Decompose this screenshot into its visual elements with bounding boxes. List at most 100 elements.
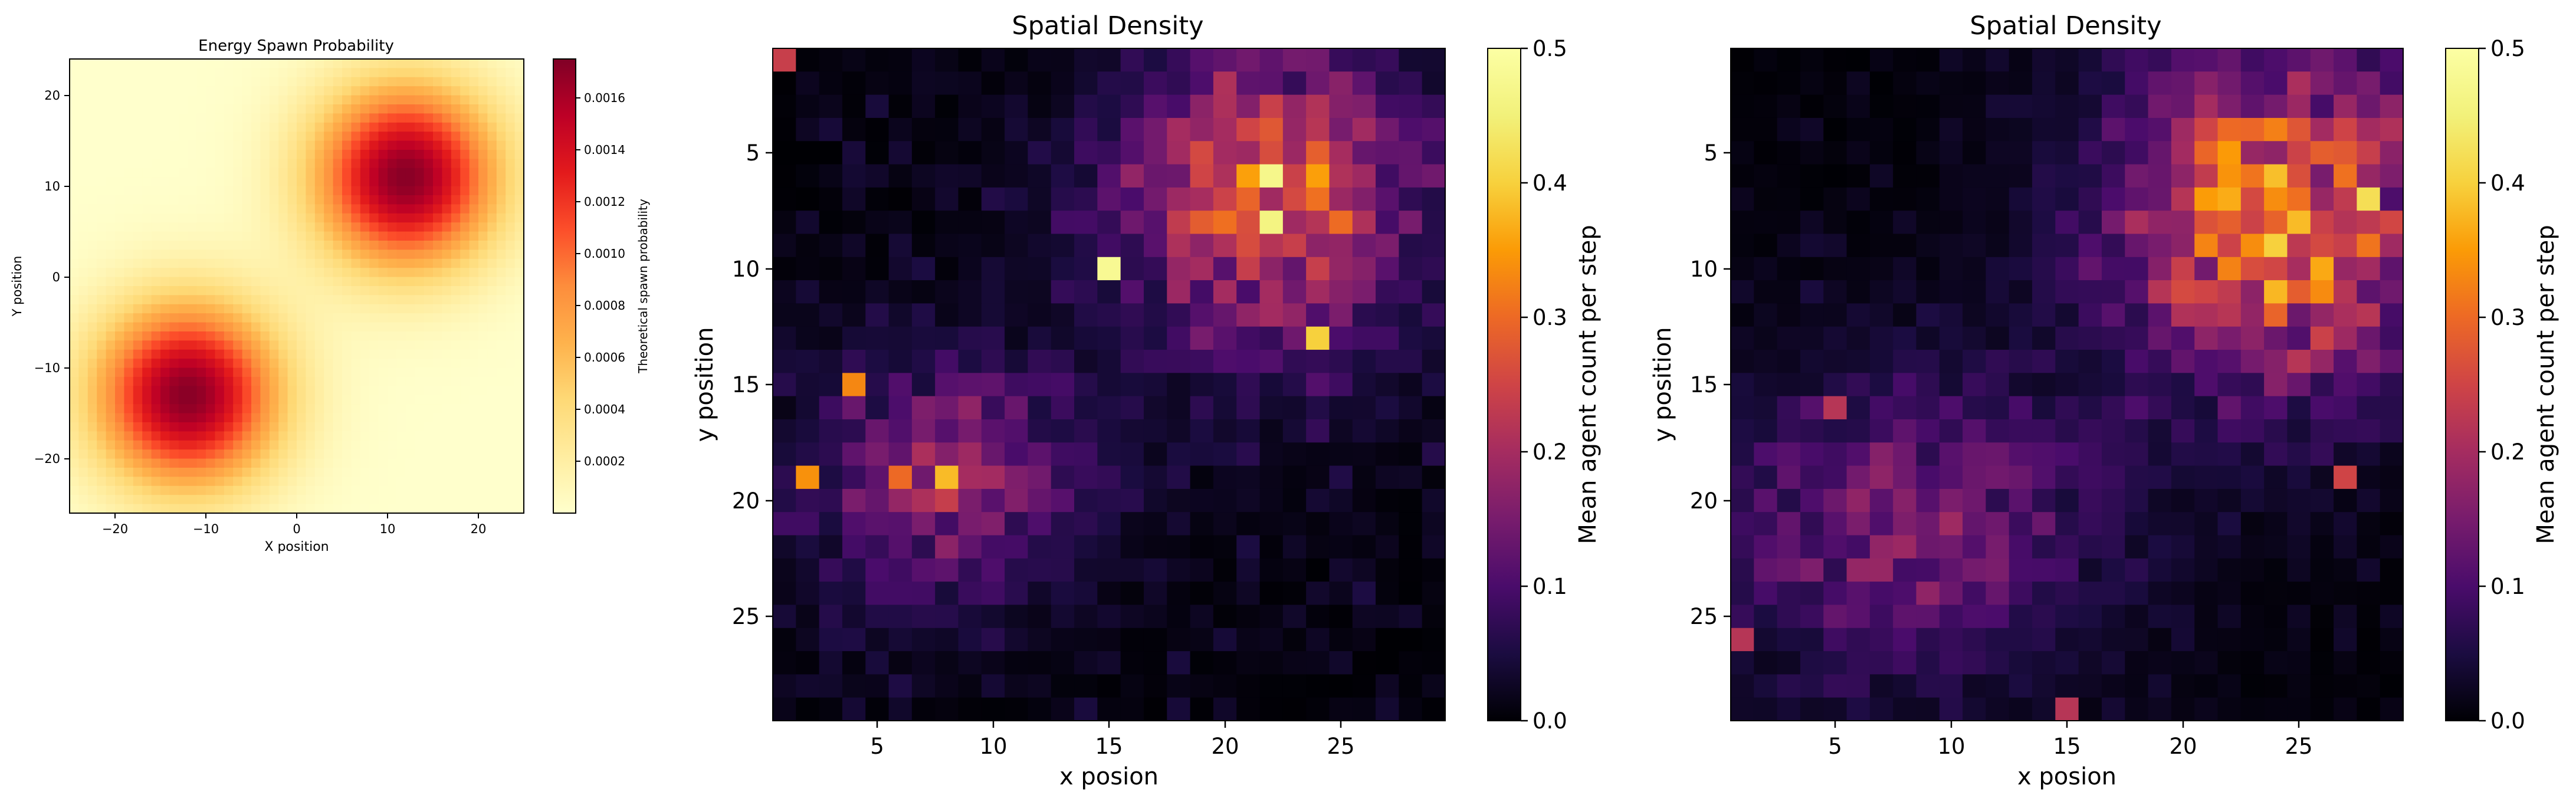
heatmap-cell <box>333 150 343 159</box>
heatmap-cell <box>124 86 134 96</box>
heatmap-cell <box>314 68 324 78</box>
heatmap-cell <box>287 213 297 223</box>
heatmap-cell <box>1777 280 1801 304</box>
heatmap-cell <box>1754 94 1778 119</box>
heatmap-cell <box>842 211 866 235</box>
heatmap-cell <box>178 395 188 405</box>
x-tick-label: 10 <box>979 734 1007 759</box>
heatmap-cell <box>278 377 288 386</box>
heatmap-cell <box>115 349 124 359</box>
heatmap-cell <box>242 68 252 78</box>
heatmap-cell <box>1167 303 1191 327</box>
heatmap-cell <box>2264 396 2288 420</box>
heatmap-cell <box>1167 674 1191 698</box>
heatmap-cell <box>324 295 334 305</box>
heatmap-cell <box>97 458 107 468</box>
heatmap-cell <box>178 86 188 96</box>
heatmap-cell <box>460 213 470 223</box>
heatmap-cell <box>342 104 352 114</box>
heatmap-cell <box>1329 211 1353 235</box>
heatmap-cell <box>442 504 452 514</box>
heatmap-cell <box>796 558 820 582</box>
heatmap-cell <box>1051 141 1075 165</box>
heatmap-cell <box>865 674 890 698</box>
heatmap-cell <box>351 195 361 205</box>
heatmap-cell <box>2078 303 2102 327</box>
heatmap-cell <box>106 86 116 96</box>
heatmap-cell <box>1399 373 1423 397</box>
heatmap-cell <box>1329 674 1353 698</box>
heatmap-cell <box>297 132 306 142</box>
heatmap-cell <box>487 504 497 514</box>
heatmap-cell <box>2125 71 2149 96</box>
heatmap-cell <box>1329 697 1353 721</box>
heatmap-cell <box>478 77 488 87</box>
heatmap-cell <box>369 113 379 123</box>
heatmap-cell <box>278 340 288 350</box>
heatmap-cell <box>115 122 124 132</box>
heatmap-cell <box>514 204 524 214</box>
heatmap-cell <box>1005 628 1029 652</box>
heatmap-cell <box>1800 164 1824 188</box>
heatmap-cell <box>487 477 497 487</box>
heatmap-cell <box>405 258 415 268</box>
heatmap-cell <box>242 422 252 432</box>
heatmap-cell <box>487 241 497 250</box>
heatmap-cell <box>2380 141 2404 165</box>
heatmap-cell <box>306 177 316 187</box>
heatmap-cell <box>287 422 297 432</box>
heatmap-cell <box>1167 164 1191 188</box>
heatmap-cell <box>1846 71 1871 96</box>
heatmap-cell <box>378 359 388 369</box>
heatmap-cell <box>124 477 134 487</box>
heatmap-cell <box>819 117 843 142</box>
heatmap-cell <box>287 449 297 459</box>
heatmap-cell <box>87 485 97 495</box>
heatmap-cell <box>124 485 134 495</box>
heatmap-cell <box>314 77 324 87</box>
heatmap-cell <box>251 113 261 123</box>
heatmap-cell <box>424 86 434 96</box>
heatmap-cell <box>469 241 479 250</box>
heatmap-cell <box>451 222 461 232</box>
heatmap-cell <box>178 322 188 332</box>
heatmap-cell <box>396 367 406 377</box>
heatmap-cell <box>160 231 170 241</box>
heatmap-cell <box>233 286 243 295</box>
heatmap-cell <box>269 377 279 386</box>
heatmap-cell <box>106 268 116 278</box>
heatmap-cell <box>97 340 107 350</box>
heatmap-cell <box>773 373 796 397</box>
heatmap-cell <box>1399 117 1423 142</box>
heatmap-cell <box>1963 674 1987 698</box>
heatmap-cell <box>388 395 397 405</box>
heatmap-cell <box>514 186 524 196</box>
heatmap-cell <box>342 340 352 350</box>
heatmap-cell <box>314 322 324 332</box>
heatmap-cell <box>224 377 234 386</box>
heatmap-cell <box>1823 419 1847 443</box>
heatmap-cell <box>1376 211 1399 235</box>
heatmap-cell <box>133 440 143 450</box>
heatmap-cell <box>233 186 243 196</box>
heatmap-cell <box>2101 234 2125 258</box>
heatmap-cell <box>2287 94 2311 119</box>
heatmap-cell <box>260 359 270 369</box>
heatmap-cell <box>142 395 152 405</box>
heatmap-cell <box>1259 512 1284 536</box>
heatmap-cell <box>251 495 261 505</box>
heatmap-cell <box>514 132 524 142</box>
heatmap-cell <box>378 59 388 68</box>
heatmap-cell <box>360 213 370 223</box>
heatmap-cell <box>1376 117 1399 142</box>
heatmap-cell <box>215 177 225 187</box>
heatmap-cell <box>360 249 370 260</box>
heatmap-cell <box>1846 211 1871 235</box>
heatmap-cell <box>333 204 343 214</box>
heatmap-cell <box>1376 326 1399 350</box>
heatmap-cell <box>151 313 161 323</box>
heatmap-cell <box>287 95 297 105</box>
heatmap-cell <box>388 413 397 423</box>
heatmap-cell <box>1097 512 1121 536</box>
heatmap-cell <box>415 132 425 142</box>
